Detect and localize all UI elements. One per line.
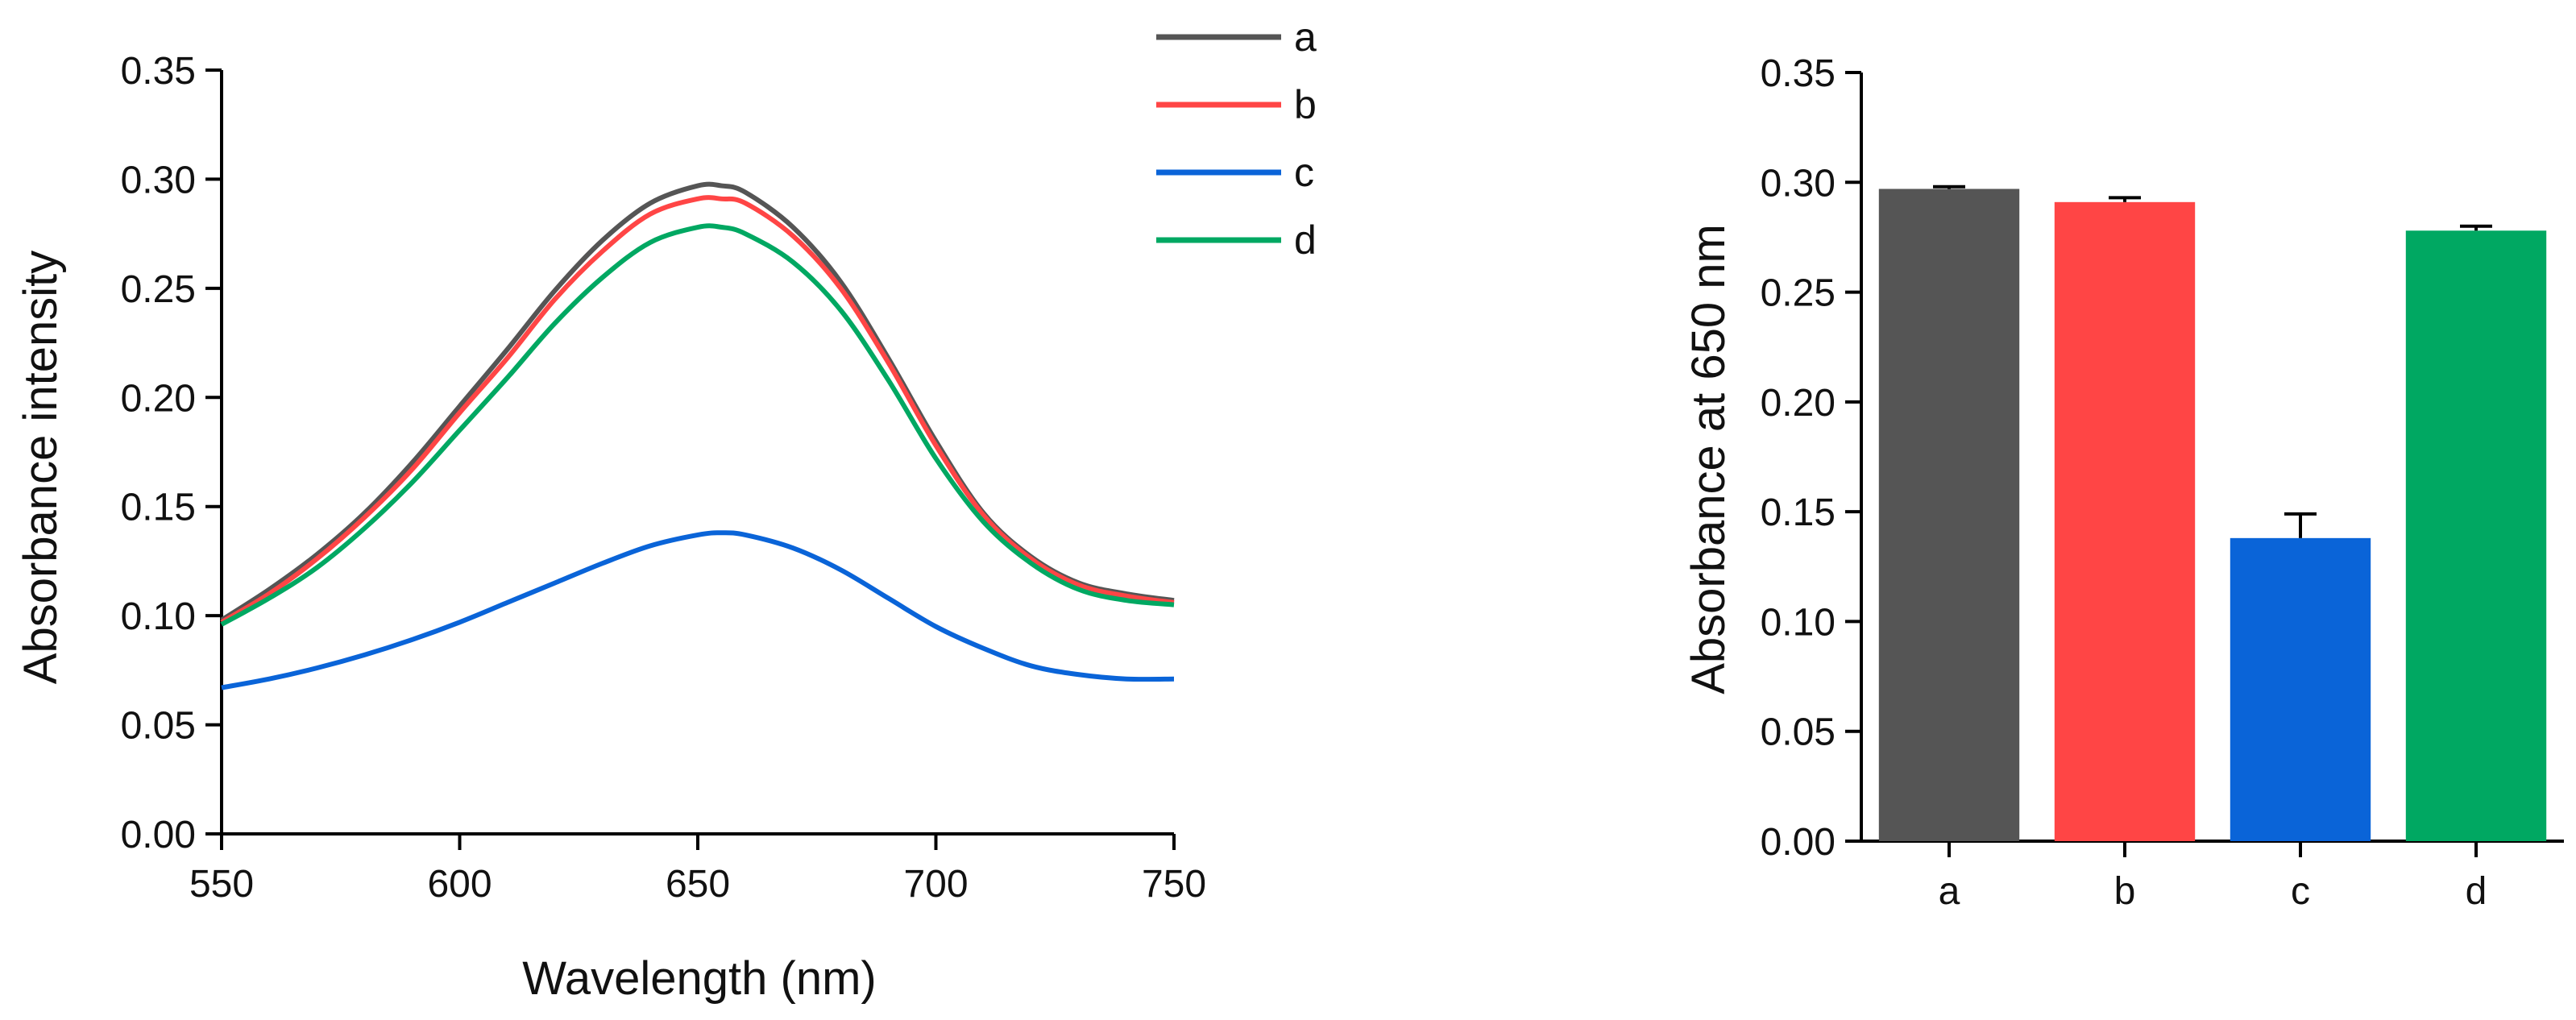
spectrum-y-ticks: 0.00 0.05 0.10 0.15 0.20 0.25 0.30 0.35 — [121, 50, 222, 856]
spectrum-chart: 0.00 0.05 0.10 0.15 0.20 0.25 0.30 0.35 550 600 6… — [15, 15, 1317, 1005]
spectrum-y-tick-label: 0.00 — [121, 814, 196, 856]
bar-x-tick-label-c: c — [2291, 870, 2310, 913]
legend-label-c: c — [1294, 150, 1314, 195]
legend-label-d: d — [1294, 218, 1317, 263]
bar-y-tick-label: 0.25 — [1761, 272, 1836, 315]
bar-y-axis-title: Absorbance at 650 nm — [1682, 224, 1735, 695]
spectrum-x-tick-label: 550 — [189, 863, 254, 906]
spectrum-x-tick-label: 650 — [666, 863, 730, 906]
bar-x-ticks: a b c d — [1939, 841, 2487, 913]
legend-label-a: a — [1294, 15, 1317, 60]
spectrum-y-tick-label: 0.35 — [121, 50, 196, 93]
bar-y-tick-label: 0.35 — [1761, 52, 1836, 95]
bar-bars — [1878, 185, 2547, 841]
spectrum-x-ticks: 550 600 650 700 750 — [189, 834, 1206, 906]
spectrum-line-d — [220, 223, 1175, 627]
spectrum-series-lines — [220, 181, 1175, 690]
bar-x-tick-label-b: b — [2114, 870, 2136, 913]
spectrum-y-tick-label: 0.10 — [121, 595, 196, 638]
bar-y-tick-label: 0.30 — [1761, 162, 1836, 205]
spectrum-line-c — [221, 530, 1175, 690]
bar-d — [2405, 230, 2547, 841]
spectrum-x-tick-label: 600 — [427, 863, 492, 906]
bar-y-tick-label: 0.15 — [1761, 491, 1836, 534]
bar-y-tick-label: 0.20 — [1761, 382, 1836, 425]
bar-a — [1878, 189, 2020, 841]
spectrum-y-tick-label: 0.05 — [121, 705, 196, 748]
bar-y-tick-label: 0.05 — [1761, 711, 1836, 754]
bar-x-tick-label-d: d — [2466, 870, 2487, 913]
spectrum-y-axis-title: Absorbance intensity — [15, 251, 67, 684]
bar-y-tick-label: 0.10 — [1761, 601, 1836, 644]
bar-c — [2230, 537, 2371, 841]
spectrum-y-tick-label: 0.15 — [121, 487, 196, 529]
spectrum-y-tick-label: 0.30 — [121, 159, 196, 201]
spectrum-x-axis-title: Wavelength (nm) — [522, 952, 876, 1005]
bar-y-tick-label: 0.00 — [1761, 821, 1836, 864]
bar-chart: 0.00 0.05 0.10 0.15 0.20 0.25 0.30 0.35 a b c d Ab… — [1682, 52, 2564, 913]
spectrum-y-tick-label: 0.20 — [121, 377, 196, 420]
spectrum-x-tick-label: 750 — [1142, 863, 1206, 906]
spectrum-line-b — [220, 195, 1175, 624]
spectrum-x-tick-label: 700 — [903, 863, 968, 906]
bar-b — [2054, 201, 2196, 841]
spectrum-line-a — [220, 181, 1175, 623]
spectrum-y-tick-label: 0.25 — [121, 268, 196, 311]
legend-label-b: b — [1294, 82, 1317, 127]
bar-x-tick-label-a: a — [1939, 870, 1960, 913]
bar-y-ticks: 0.00 0.05 0.10 0.15 0.20 0.25 0.30 0.35 — [1761, 52, 1861, 864]
